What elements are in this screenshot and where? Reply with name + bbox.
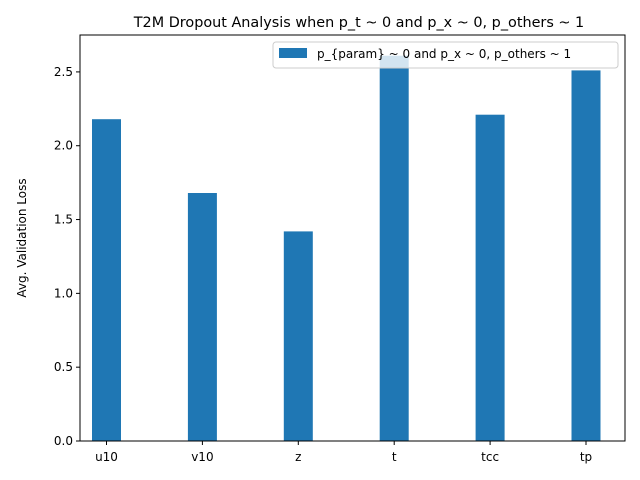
- y-tick-label: 0.0: [54, 434, 73, 448]
- x-tick-label: tcc: [481, 450, 499, 464]
- bars: [92, 55, 601, 442]
- bar-v10: [187, 193, 217, 441]
- y-axis-ticks: 0.0 0.5 1.0 1.5 2.0 2.5: [54, 65, 80, 448]
- y-tick-label: 0.5: [54, 360, 73, 374]
- y-axis-label: Avg. Validation Loss: [15, 178, 29, 297]
- bar-tp: [571, 70, 601, 442]
- plot-frame: [79, 34, 626, 442]
- legend-swatch: [279, 48, 307, 58]
- legend-series-label: p_{param} ~ 0 and p_x ~ 0, p_others ~ 1: [317, 47, 571, 61]
- y-tick-label: 1.5: [54, 213, 73, 227]
- bar-u10: [92, 119, 121, 441]
- bar-tcc: [475, 114, 505, 441]
- x-tick-label: tp: [580, 450, 592, 464]
- legend-box: [272, 41, 619, 69]
- x-tick-label: z: [295, 450, 301, 464]
- bar-z: [283, 231, 313, 441]
- y-tick-label: 2.0: [54, 139, 73, 153]
- y-tick-label: 1.0: [54, 286, 73, 300]
- x-tick-label: v10: [191, 450, 213, 464]
- x-tick-label: t: [392, 450, 397, 464]
- y-tick-label: 2.5: [54, 65, 73, 79]
- legend: p_{param} ~ 0 and p_x ~ 0, p_others ~ 1: [272, 41, 619, 69]
- x-axis-ticks: u10 v10 z t tcc tp: [95, 441, 592, 464]
- bar-t: [379, 55, 409, 441]
- x-tick-label: u10: [95, 450, 118, 464]
- chart-title: T2M Dropout Analysis when p_t ~ 0 and p_…: [133, 15, 584, 31]
